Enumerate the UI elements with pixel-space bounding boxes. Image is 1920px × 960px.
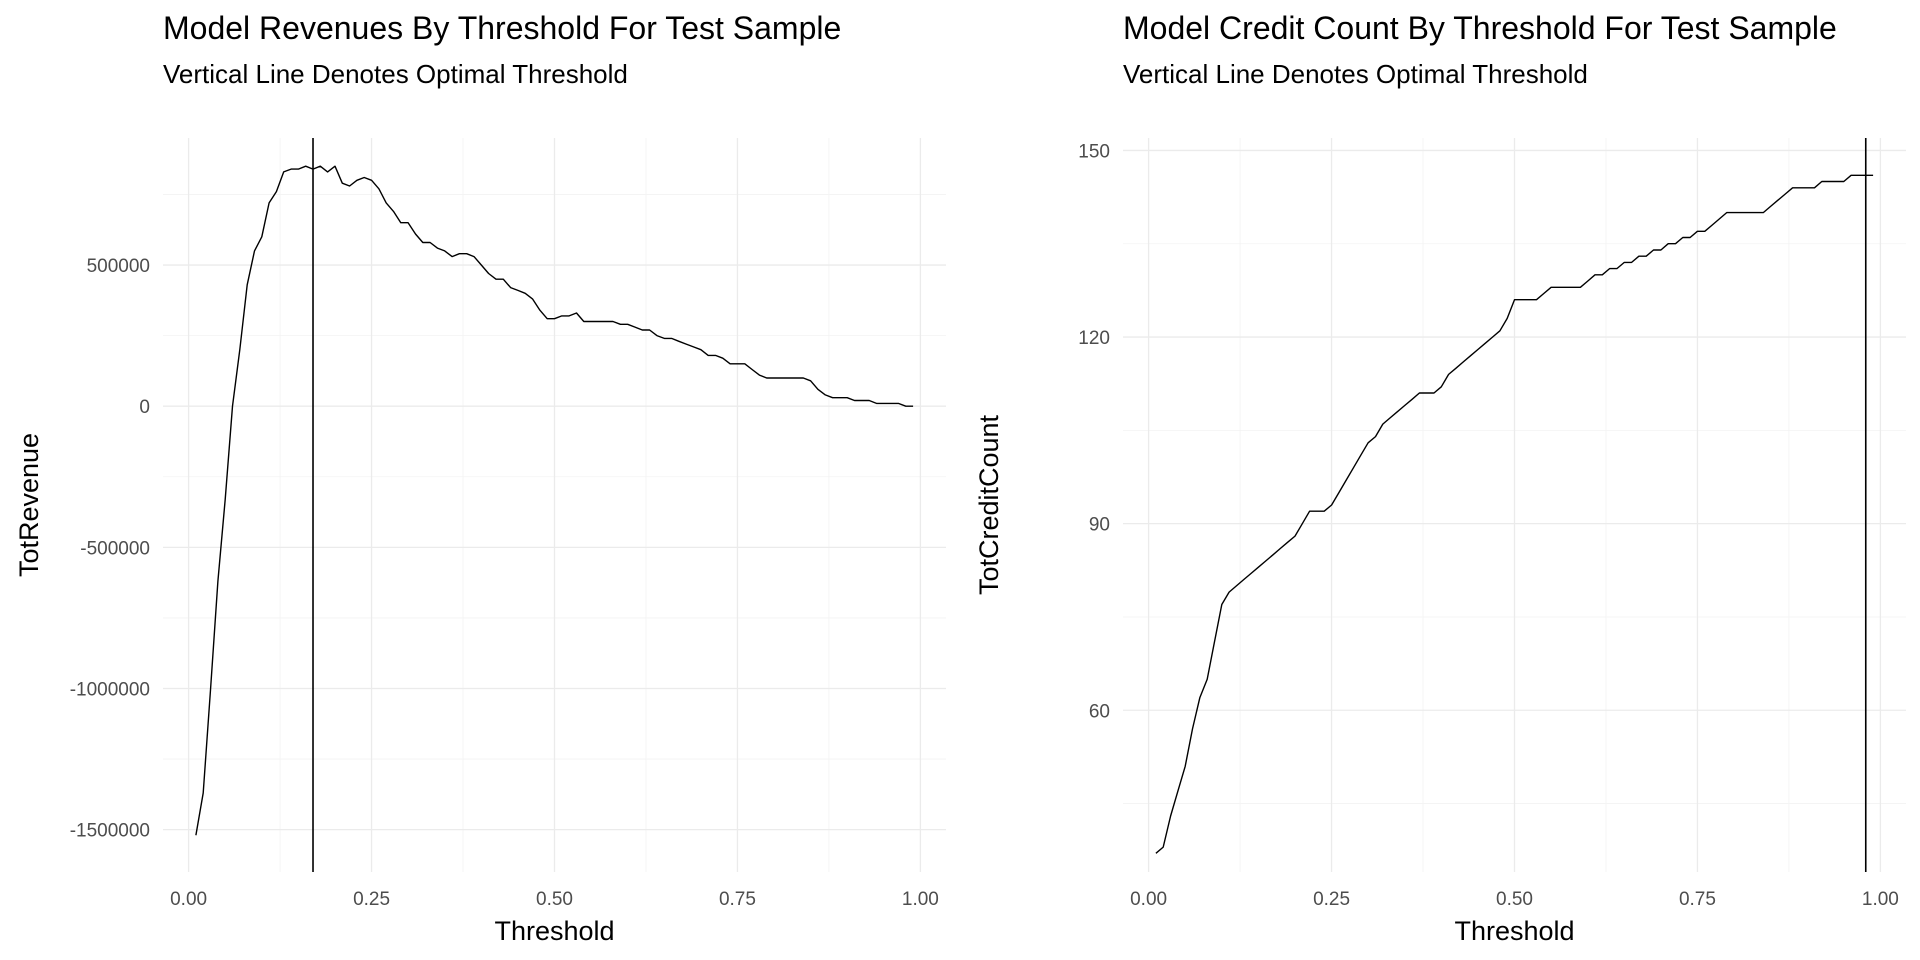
- y-axis-title: TotRevenue: [14, 433, 44, 577]
- y-tick-label: 0: [139, 397, 150, 418]
- credit-count-chart-panel: Model Credit Count By Threshold For Test…: [960, 0, 1920, 960]
- x-tick-label: 0.00: [170, 889, 207, 910]
- credit-count-chart-title: Model Credit Count By Threshold For Test…: [1123, 10, 1837, 46]
- x-tick-label: 0.75: [719, 889, 756, 910]
- x-tick-label: 0.50: [536, 889, 573, 910]
- revenue-chart-panel: Model Revenues By Threshold For Test Sam…: [14, 10, 946, 946]
- y-tick-label: -1500000: [70, 821, 150, 842]
- credit-count-chart-plot: 0.00 0.25 0.50 0.75 1.00 60 90 120 150 Threshold T…: [974, 138, 1906, 946]
- y-tick-label: -500000: [80, 538, 150, 559]
- x-tick-label: 0.75: [1679, 889, 1716, 910]
- x-tick-label: 1.00: [902, 889, 939, 910]
- y-tick-label: 60: [1089, 701, 1110, 722]
- credit-count-chart-subtitle: Vertical Line Denotes Optimal Threshold: [1123, 59, 1588, 89]
- revenue-chart-subtitle: Vertical Line Denotes Optimal Threshold: [163, 59, 628, 89]
- y-tick-label: 500000: [87, 256, 150, 277]
- revenue-chart-plot: 0.00 0.25 0.50 0.75 1.00 -1500000 -1000000 -500…: [14, 138, 946, 946]
- revenue-chart-title: Model Revenues By Threshold For Test Sam…: [163, 10, 842, 46]
- credit-count-series-line: [1155, 174, 1874, 854]
- x-axis-title: Threshold: [1454, 916, 1574, 946]
- y-tick-label: 90: [1089, 515, 1110, 536]
- x-tick-label: 0.25: [353, 889, 390, 910]
- y-tick-label: 150: [1078, 141, 1110, 162]
- y-tick-label: -1000000: [70, 680, 150, 701]
- y-tick-label: 120: [1078, 328, 1110, 349]
- x-axis-title: Threshold: [494, 916, 614, 946]
- x-tick-label: 1.00: [1862, 889, 1899, 910]
- x-tick-label: 0.50: [1496, 889, 1533, 910]
- revenue-series-line: [195, 165, 914, 836]
- x-tick-label: 0.25: [1313, 889, 1350, 910]
- y-axis-title: TotCreditCount: [974, 414, 1004, 595]
- x-tick-label: 0.00: [1130, 889, 1167, 910]
